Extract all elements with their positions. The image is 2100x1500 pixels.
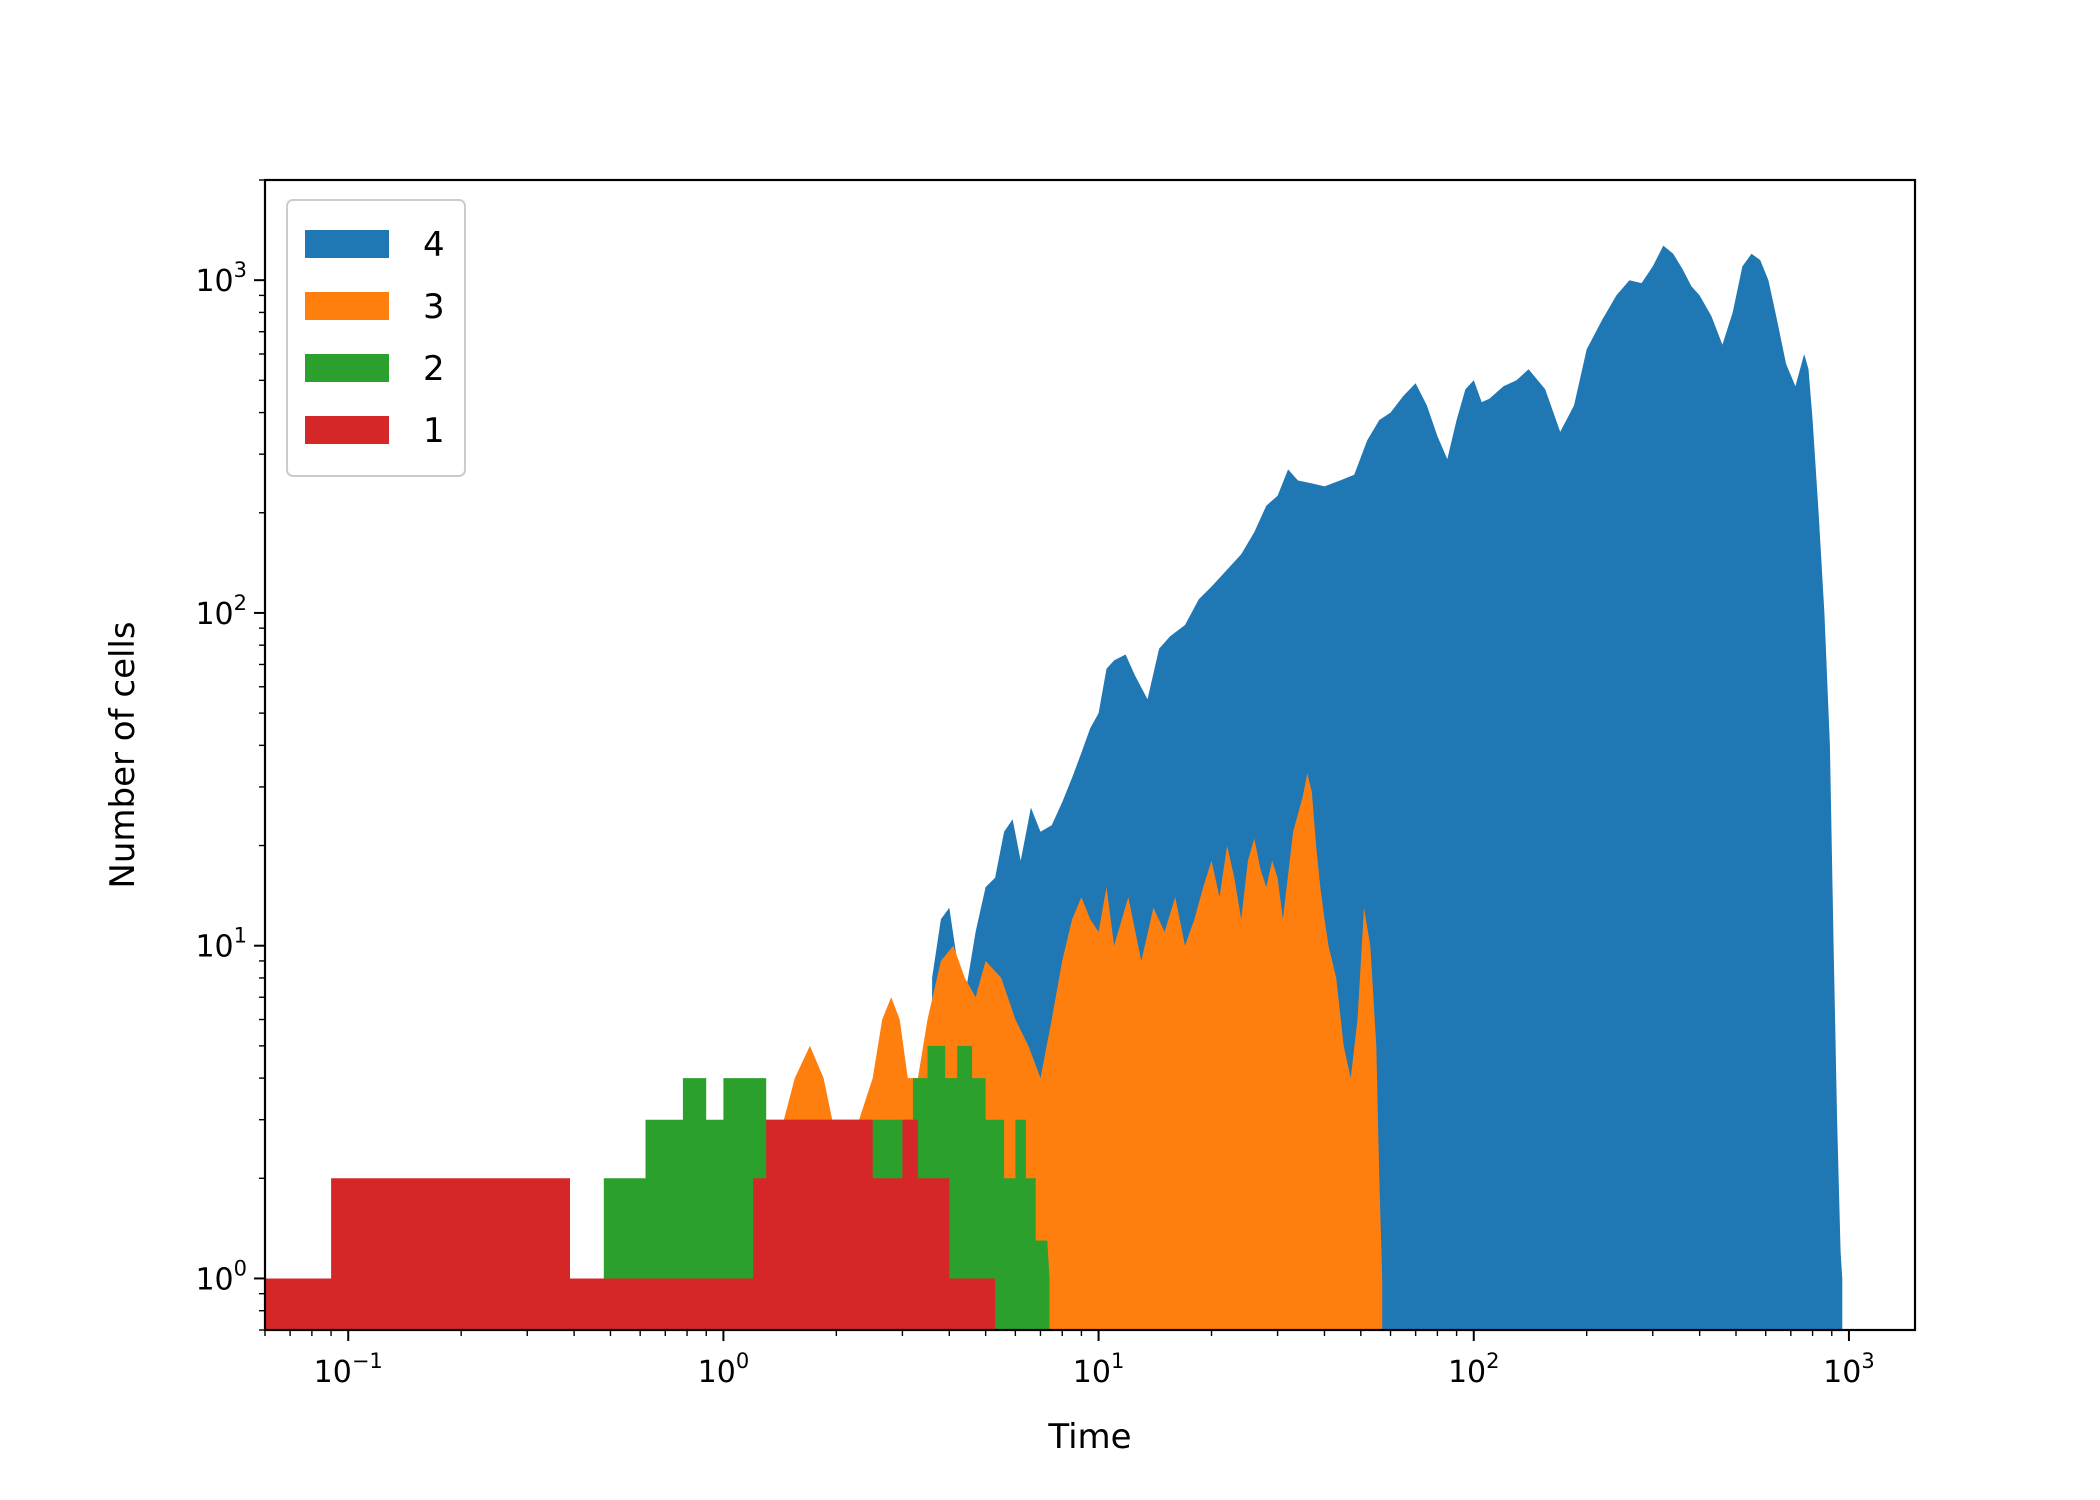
- legend-label-3: 3: [423, 287, 445, 327]
- x-axis: 10−1 100 101 102 103: [264, 1330, 1875, 1390]
- legend-label-4: 4: [423, 225, 445, 265]
- legend-swatch-2: [305, 354, 389, 382]
- legend: 4 3 2 1: [286, 199, 466, 477]
- legend-swatch-1: [305, 416, 389, 444]
- y-axis: 100 101 102 103: [195, 179, 265, 1331]
- legend-label-1: 1: [423, 411, 445, 451]
- x-tick-label: 102: [1448, 1349, 1500, 1390]
- x-tick-label: 103: [1823, 1349, 1875, 1390]
- x-tick-label: 101: [1073, 1349, 1125, 1390]
- x-tick-label: 10−1: [314, 1349, 383, 1390]
- legend-box: [286, 199, 466, 477]
- y-tick-label: 102: [195, 591, 247, 632]
- plot-frame: [263, 178, 1917, 1332]
- x-axis-label: Time: [1047, 1417, 1131, 1457]
- legend-swatch-3: [305, 292, 389, 320]
- y-tick-label: 101: [195, 924, 247, 965]
- legend-swatch-4: [305, 230, 389, 258]
- series-area-1: [265, 1119, 996, 1330]
- series-layer: [265, 245, 1843, 1330]
- y-tick-label: 103: [195, 258, 247, 299]
- y-tick-label: 100: [195, 1256, 247, 1297]
- y-axis-label: Number of cells: [103, 621, 143, 888]
- x-tick-label: 100: [698, 1349, 750, 1390]
- legend-label-2: 2: [423, 349, 445, 389]
